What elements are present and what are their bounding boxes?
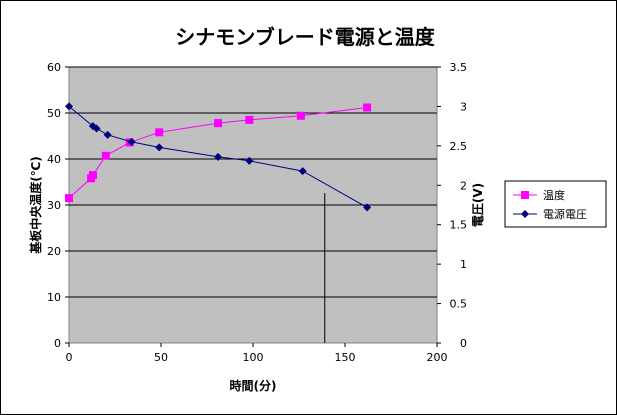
data-point-temperature bbox=[214, 119, 223, 128]
y-left-tick-label: 0 bbox=[54, 337, 61, 350]
x-tick-label: 150 bbox=[335, 351, 356, 364]
data-point-temperature bbox=[88, 171, 97, 180]
legend-box bbox=[504, 180, 607, 228]
x-axis-ticks: 0 50 100 150 200 bbox=[66, 343, 448, 364]
data-point-temperature bbox=[65, 194, 73, 203]
x-tick-label: 0 bbox=[66, 351, 73, 364]
data-point-voltage bbox=[363, 203, 372, 212]
y-right-tick-label: 0 bbox=[460, 337, 467, 350]
y-left-axis-ticks: 0 10 20 30 40 50 60 bbox=[47, 61, 69, 350]
gridlines bbox=[69, 66, 437, 298]
legend-label-voltage: 電源電圧 bbox=[543, 207, 587, 221]
y-left-axis-title: 基板中央温度(℃) bbox=[28, 156, 43, 255]
data-point-temperature bbox=[363, 103, 372, 112]
y-right-tick-label: 0.5 bbox=[450, 298, 468, 311]
data-point-voltage bbox=[245, 156, 254, 165]
y-right-tick-label: 1.5 bbox=[450, 219, 468, 232]
y-left-tick-label: 30 bbox=[47, 199, 61, 212]
legend: 温度 電源電圧 bbox=[504, 180, 607, 228]
x-axis-title: 時間(分) bbox=[230, 378, 277, 393]
y-right-tick-label: 1 bbox=[460, 258, 467, 271]
data-point-voltage bbox=[103, 130, 112, 139]
y-left-tick-label: 20 bbox=[47, 245, 61, 258]
data-point-temperature bbox=[296, 111, 305, 120]
y-right-axis-title: 電圧(V) bbox=[471, 183, 485, 227]
chart-title: シナモンブレード電源と温度 bbox=[175, 25, 435, 49]
legend-marker-temperature bbox=[521, 191, 529, 199]
x-tick-label: 100 bbox=[243, 351, 264, 364]
series-group bbox=[65, 102, 372, 212]
y-right-tick-label: 3 bbox=[460, 100, 467, 113]
y-left-tick-label: 60 bbox=[47, 61, 61, 74]
y-left-tick-label: 50 bbox=[47, 107, 61, 120]
data-point-temperature bbox=[245, 115, 254, 124]
y-right-tick-label: 3.5 bbox=[450, 61, 468, 74]
data-point-voltage bbox=[155, 143, 164, 152]
data-point-voltage bbox=[298, 167, 307, 176]
x-tick-label: 50 bbox=[154, 351, 168, 364]
data-point-voltage bbox=[127, 137, 136, 146]
y-left-tick-label: 40 bbox=[47, 153, 61, 166]
y-right-axis-ticks: 0 0.5 1 1.5 2 2.5 3 3.5 bbox=[437, 61, 467, 350]
data-point-voltage bbox=[214, 152, 223, 161]
data-point-voltage bbox=[65, 102, 73, 111]
legend-marker-voltage bbox=[521, 210, 529, 218]
legend-label-temperature: 温度 bbox=[543, 188, 565, 202]
data-point-temperature bbox=[155, 128, 164, 137]
y-left-tick-label: 10 bbox=[47, 291, 61, 304]
y-right-tick-label: 2.5 bbox=[450, 140, 468, 153]
x-tick-label: 200 bbox=[427, 351, 448, 364]
data-point-temperature bbox=[101, 151, 110, 160]
data-point-voltage bbox=[92, 124, 101, 133]
y-right-tick-label: 2 bbox=[460, 179, 467, 192]
